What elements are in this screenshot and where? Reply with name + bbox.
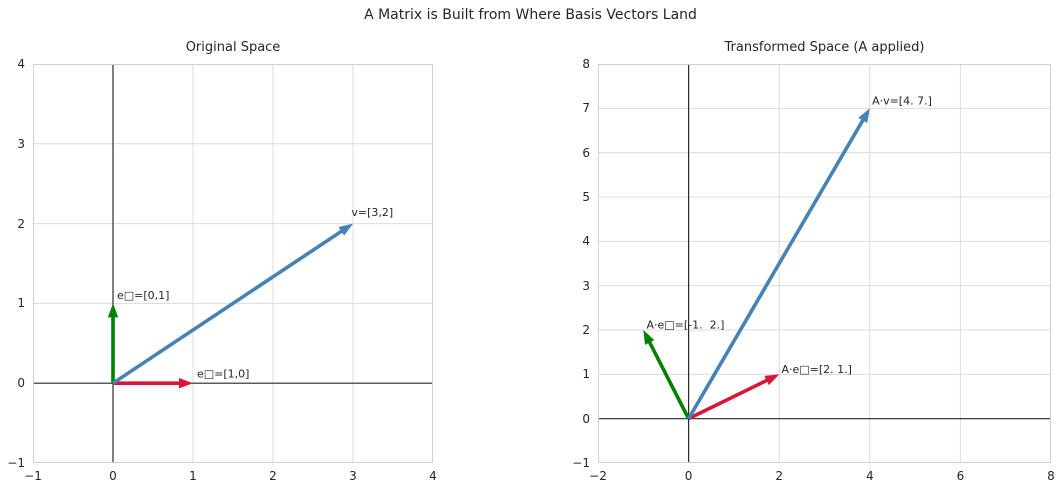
x-tick-label: −2 (589, 469, 607, 483)
transformed-e1-arrow-shaft (687, 376, 773, 421)
original-space-plot: e□=[1,0] e□=[0,1] v=[3,2] (33, 64, 433, 463)
y-tick-label: 5 (582, 190, 590, 204)
figure-title: A Matrix is Built from Where Basis Vecto… (364, 7, 697, 23)
y-tick-label: 1 (17, 296, 25, 311)
y-tick-label: 3 (582, 278, 590, 293)
basis-e2-label: e□=[0,1] (117, 289, 169, 302)
basis-e2-arrow-head (107, 303, 119, 318)
y-tick-label: 6 (582, 145, 590, 160)
x-tick-label: −1 (24, 469, 42, 483)
subplot-title-original-space: Original Space (185, 40, 281, 55)
transformed-e1-arrow-head (764, 374, 780, 386)
plot-border (33, 64, 433, 463)
x-tick-label: 0 (109, 469, 117, 483)
y-tick-label: 4 (17, 57, 25, 71)
transformed-space-plot: A·e□=[2. 1.] A·e□=[-1. 2.] A·v=[4. 7.] (598, 64, 1051, 463)
transformed-e1-label: A·e□=[2. 1.] (781, 363, 851, 376)
y-tick-label: 2 (17, 216, 25, 231)
y-tick-label: 4 (582, 234, 590, 249)
basis-e1-arrow-head (179, 378, 193, 389)
subplot-title-transformed-space: Transformed Space (A applied) (724, 40, 925, 55)
x-tick-label: 8 (1047, 469, 1055, 483)
x-tick-label: 4 (865, 469, 874, 483)
y-tick-label: 0 (17, 376, 25, 391)
plot-border (598, 64, 1051, 463)
x-tick-label: 1 (189, 469, 197, 483)
y-tick-label: 7 (582, 101, 590, 116)
x-tick-label: 6 (956, 469, 965, 483)
y-tick-label: 3 (17, 136, 25, 151)
transformed-v-label: A·v=[4. 7.] (872, 95, 932, 108)
x-tick-label: 3 (349, 469, 357, 483)
y-tick-label: 1 (582, 367, 590, 382)
transformed-e2-arrow-head (643, 330, 655, 345)
y-tick-label: 2 (582, 323, 590, 337)
x-tick-label: 2 (269, 469, 277, 483)
x-tick-label: 0 (684, 469, 693, 483)
y-tick-label: 8 (582, 57, 590, 71)
y-tick-label: −1 (7, 456, 25, 470)
vector-v-arrow-head (338, 223, 353, 236)
x-tick-label: 2 (775, 469, 783, 483)
transformed-e2-arrow-shaft (645, 336, 691, 420)
transformed-v-arrow-head (858, 108, 870, 124)
x-tick-label: 4 (429, 469, 437, 483)
y-tick-label: 0 (582, 411, 590, 426)
vector-v-arrow-shaft (112, 226, 348, 385)
vector-v-label: v=[3,2] (351, 206, 393, 219)
transformed-e2-label: A·e□=[-1. 2.] (646, 319, 724, 332)
basis-e1-label: e□=[1,0] (197, 367, 249, 380)
transformed-v-arrow-shaft (687, 114, 868, 420)
y-tick-label: −1 (572, 456, 590, 470)
